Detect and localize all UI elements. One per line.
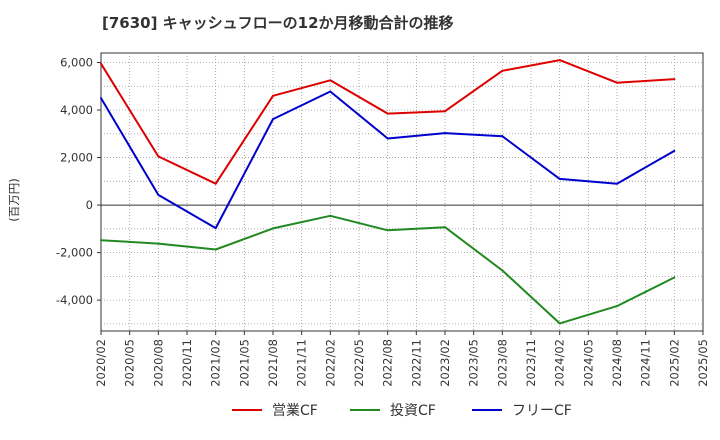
data-point <box>501 69 504 72</box>
x-tick-label: 2024/02 <box>553 339 567 387</box>
data-point <box>673 276 676 279</box>
data-point <box>214 182 217 185</box>
x-tick-label: 2022/05 <box>352 339 366 387</box>
data-point <box>100 62 102 65</box>
x-tick-label: 2021/11 <box>295 339 309 387</box>
x-tick-label: 2022/08 <box>381 339 395 387</box>
x-tick-label: 2024/05 <box>581 339 595 387</box>
x-tick-label: 2025/02 <box>667 339 681 387</box>
data-point <box>558 177 561 180</box>
data-point <box>214 227 217 230</box>
data-point <box>501 269 504 272</box>
data-point <box>444 110 446 113</box>
data-point <box>100 239 102 242</box>
data-point <box>272 118 274 121</box>
data-point <box>558 322 561 325</box>
legend-label-2: フリーCF <box>512 403 572 419</box>
data-point <box>386 112 389 115</box>
data-point <box>444 132 446 135</box>
legend-label-1: 投資CF <box>390 403 436 419</box>
x-tick-label: 2021/02 <box>209 339 223 387</box>
data-point <box>329 79 332 82</box>
x-tick-label: 2021/08 <box>266 339 280 387</box>
y-tick-label: 6,000 <box>60 56 93 70</box>
axes: 6,000 4,000 2,000 0 -2,000 -4,000 2020/02 2020/… <box>56 56 710 387</box>
data-point <box>329 90 332 93</box>
data-point <box>386 137 389 140</box>
y-tick-label: -4,000 <box>56 293 93 307</box>
x-tick-label: 2022/02 <box>323 339 337 387</box>
data-point <box>558 59 561 62</box>
data-point <box>616 305 618 308</box>
series-line-2 <box>100 90 675 230</box>
data-point <box>157 242 160 245</box>
y-tick-label: 2,000 <box>60 151 93 165</box>
y-tick-label: -2,000 <box>56 246 93 260</box>
x-tick-label: 2024/08 <box>610 339 624 387</box>
x-tick-label: 2023/05 <box>467 339 481 387</box>
x-tick-label: 2023/02 <box>438 339 452 387</box>
plot-frame <box>100 52 704 332</box>
x-tick-label: 2020/05 <box>123 339 137 387</box>
series-line-0 <box>100 59 675 185</box>
chart-title: [7630] キャッシュフローの12か月移動合計の推移 <box>102 14 454 32</box>
grid <box>100 52 704 332</box>
x-tick-label: 2023/11 <box>524 339 538 387</box>
data-point <box>272 227 274 230</box>
data-point <box>157 155 160 158</box>
data-point <box>329 214 332 217</box>
x-tick-label: 2020/02 <box>94 339 108 387</box>
x-tick-label: 2020/11 <box>180 339 194 387</box>
x-tick-label: 2021/05 <box>237 339 251 387</box>
data-point <box>386 229 389 232</box>
data-point <box>444 226 446 229</box>
data-point <box>673 149 676 152</box>
y-axis-label: (百万円) <box>7 178 21 221</box>
x-tick-label: 2024/11 <box>639 339 653 387</box>
data-point <box>616 182 618 185</box>
legend: 営業CF 投資CF フリーCF <box>232 403 572 419</box>
x-tick-label: 2025/05 <box>696 339 710 387</box>
x-tick-label: 2020/08 <box>151 339 165 387</box>
legend-label-0: 営業CF <box>272 403 318 419</box>
x-tick-label: 2022/11 <box>409 339 423 387</box>
data-point <box>272 94 274 97</box>
data-point <box>616 81 618 84</box>
y-tick-label: 4,000 <box>60 103 93 117</box>
x-tick-label: 2023/08 <box>495 339 509 387</box>
y-tick-label: 0 <box>86 198 93 212</box>
data-point <box>501 135 504 138</box>
data-point <box>100 97 102 100</box>
data-point <box>673 78 676 81</box>
data-point <box>157 193 160 196</box>
series <box>100 59 676 325</box>
data-point <box>214 248 217 251</box>
